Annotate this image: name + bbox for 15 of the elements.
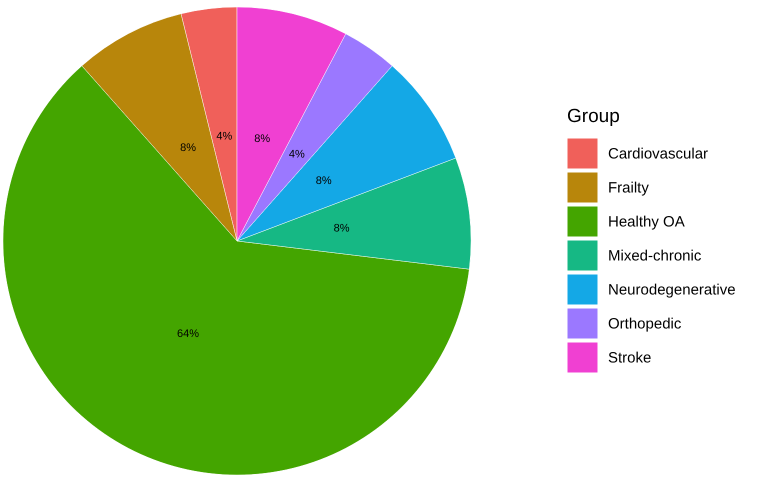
data-label: 64% (177, 328, 200, 340)
legend-label: Frailty (608, 180, 650, 196)
data-label: 8% (316, 175, 332, 188)
legend-label: Orthopedic (608, 316, 682, 332)
data-label: 4% (288, 148, 305, 160)
legend-label: Cardiovascular (608, 146, 708, 162)
legend-label: Mixed-chronic (608, 248, 702, 264)
legend-title: Group (567, 106, 620, 127)
data-label: 8% (254, 132, 270, 145)
data-label: 8% (334, 222, 350, 234)
legend-label: Healthy OA (608, 214, 685, 230)
data-label: 8% (180, 142, 196, 154)
legend-label: Stroke (608, 350, 652, 366)
legend-label: Neurodegenerative (608, 282, 736, 298)
data-label: 4% (216, 130, 232, 142)
